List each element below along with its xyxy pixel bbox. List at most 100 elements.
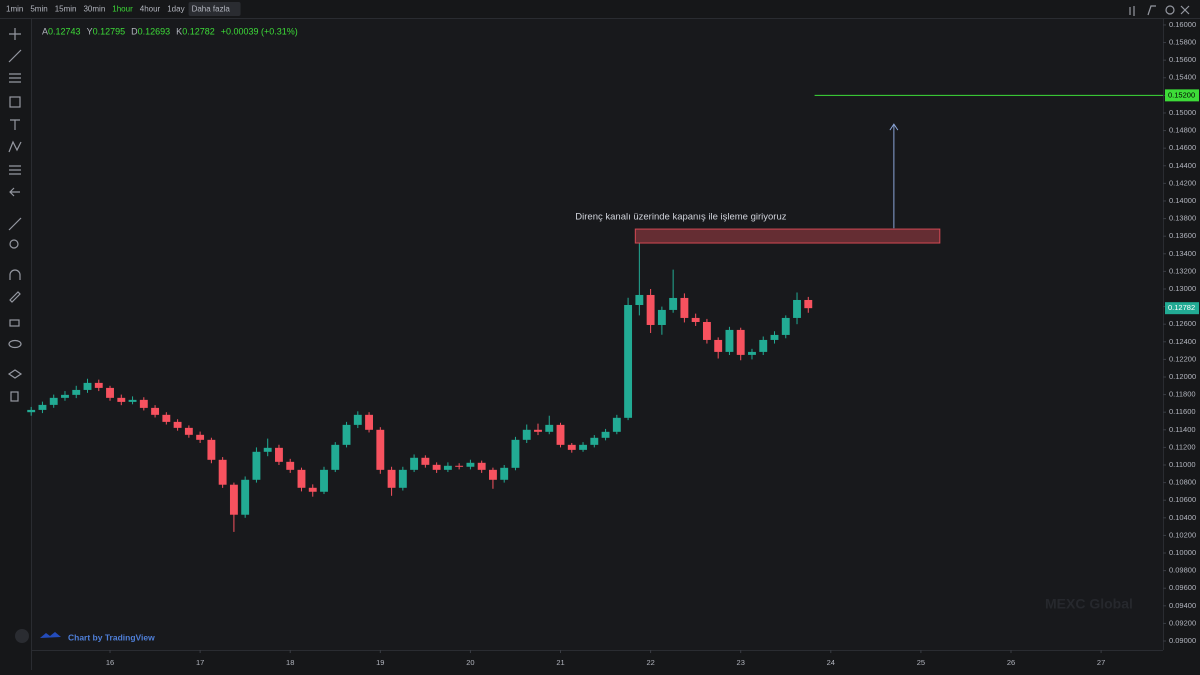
y-tick-label: 0.10000 [1169, 548, 1196, 557]
candle-body [49, 397, 58, 405]
candle-body [714, 339, 723, 352]
x-tick-label: 23 [737, 658, 745, 667]
trendline-tool[interactable] [8, 49, 22, 63]
y-tick-label: 0.09400 [1169, 601, 1196, 610]
y-tick-label: 0.09600 [1169, 583, 1196, 592]
candle-body [331, 444, 340, 470]
candle-body [669, 297, 678, 310]
candle-body [196, 434, 205, 440]
candle-body [94, 382, 103, 388]
y-tick-label: 0.11800 [1169, 390, 1196, 399]
branding: Chart by TradingView [68, 632, 155, 642]
candle-body [128, 399, 137, 402]
candle-body [353, 414, 362, 425]
zoom-tool[interactable] [9, 239, 19, 249]
indicators-button[interactable] [1147, 5, 1156, 16]
lock-draw-tool[interactable] [9, 291, 21, 303]
y-tick-label: 0.15400 [1169, 73, 1196, 82]
ohlc-label: Y [87, 26, 93, 36]
more-button-bg [188, 2, 241, 16]
y-tick-label: 0.14800 [1169, 126, 1196, 135]
x-tick-label: 16 [106, 658, 114, 667]
layers-tool[interactable] [7, 369, 23, 379]
candle-body [286, 461, 295, 470]
y-tick-label: 0.11400 [1169, 425, 1196, 434]
candle-body [680, 297, 689, 318]
y-tick-label: 0.14600 [1169, 143, 1196, 152]
settings-button[interactable] [1165, 5, 1175, 15]
candle-body [624, 305, 633, 418]
crosshair-tool[interactable] [9, 28, 21, 40]
ohlc-label: A [42, 26, 48, 36]
y-tick-label: 0.13200 [1169, 266, 1196, 275]
ohlc-value: 0.12795 [93, 26, 126, 36]
timeframe-button[interactable]: 5min [30, 5, 47, 14]
y-tick-label: 0.12400 [1169, 337, 1196, 346]
x-tick-label: 26 [1007, 658, 1015, 667]
visibility-tool[interactable] [8, 339, 22, 349]
candle-body [488, 469, 497, 480]
candle-body [297, 469, 306, 488]
prediction-tool[interactable] [9, 165, 21, 175]
last-price-badge [1165, 302, 1199, 315]
candle-body [421, 457, 430, 465]
lock-tool[interactable] [9, 319, 20, 327]
back-tool[interactable] [9, 187, 20, 197]
y-tick-label: 0.09800 [1169, 566, 1196, 575]
timeframe-button[interactable]: 4hour [140, 5, 161, 14]
plot-area [32, 18, 1163, 650]
candle-body [748, 351, 756, 355]
candle-body [759, 339, 768, 352]
x-tick-label: 19 [376, 658, 384, 667]
magnet-tool[interactable] [9, 269, 21, 280]
candle-body [376, 429, 385, 470]
candle-body [770, 334, 779, 340]
ohlc-label: D [131, 26, 138, 36]
y-tick-label: 0.13800 [1169, 214, 1196, 223]
candle-body [567, 444, 576, 450]
timeframe-button[interactable]: 30min [83, 5, 105, 14]
candle-body [263, 447, 272, 452]
candle-body [308, 487, 317, 492]
measure-tool[interactable] [8, 217, 22, 231]
y-tick-label: 0.11000 [1169, 460, 1196, 469]
delete-tool[interactable] [10, 391, 19, 402]
candle-body [702, 321, 711, 340]
candle-body [83, 382, 92, 390]
candle-body [522, 429, 531, 440]
candle-body [342, 424, 351, 445]
arrow-head [889, 123, 899, 131]
pattern-tool[interactable] [8, 140, 22, 153]
text-tool[interactable] [10, 119, 20, 130]
candle-body [410, 457, 419, 470]
timeframe-button[interactable]: 15min [55, 5, 77, 14]
y-tick-label: 0.10800 [1169, 478, 1196, 487]
y-tick-label: 0.15600 [1169, 55, 1196, 64]
fib-tool[interactable] [9, 73, 21, 83]
y-tick-label: 0.16000 [1169, 20, 1196, 29]
timeframe-button[interactable]: Daha fazla [192, 5, 231, 14]
candle-body [173, 421, 182, 428]
candle-body [229, 484, 238, 515]
y-tick-label: 0.15800 [1169, 38, 1196, 47]
x-tick-label: 18 [286, 658, 294, 667]
timeframe-button[interactable]: 1hour [112, 5, 133, 14]
fullscreen-button[interactable] [1180, 5, 1190, 15]
candle-body [466, 462, 475, 467]
collapse-button[interactable] [15, 629, 29, 643]
candle-body [556, 424, 565, 445]
drawing-tools [7, 28, 29, 643]
candle-body [38, 404, 47, 410]
y-tick-label: 0.14200 [1169, 178, 1196, 187]
last-price-label: 0.12782 [1168, 303, 1195, 312]
candle-body [387, 469, 396, 488]
candle-body [252, 451, 261, 480]
timeframe-button[interactable]: 1day [167, 5, 184, 14]
timeframe-button[interactable]: 1min [6, 5, 23, 14]
chart-type-button[interactable] [1129, 6, 1135, 16]
y-tick-label: 0.11200 [1169, 442, 1196, 451]
candle-body [432, 464, 441, 470]
shape-tool[interactable] [9, 96, 21, 108]
ohlc-value: 0.12743 [48, 26, 81, 36]
